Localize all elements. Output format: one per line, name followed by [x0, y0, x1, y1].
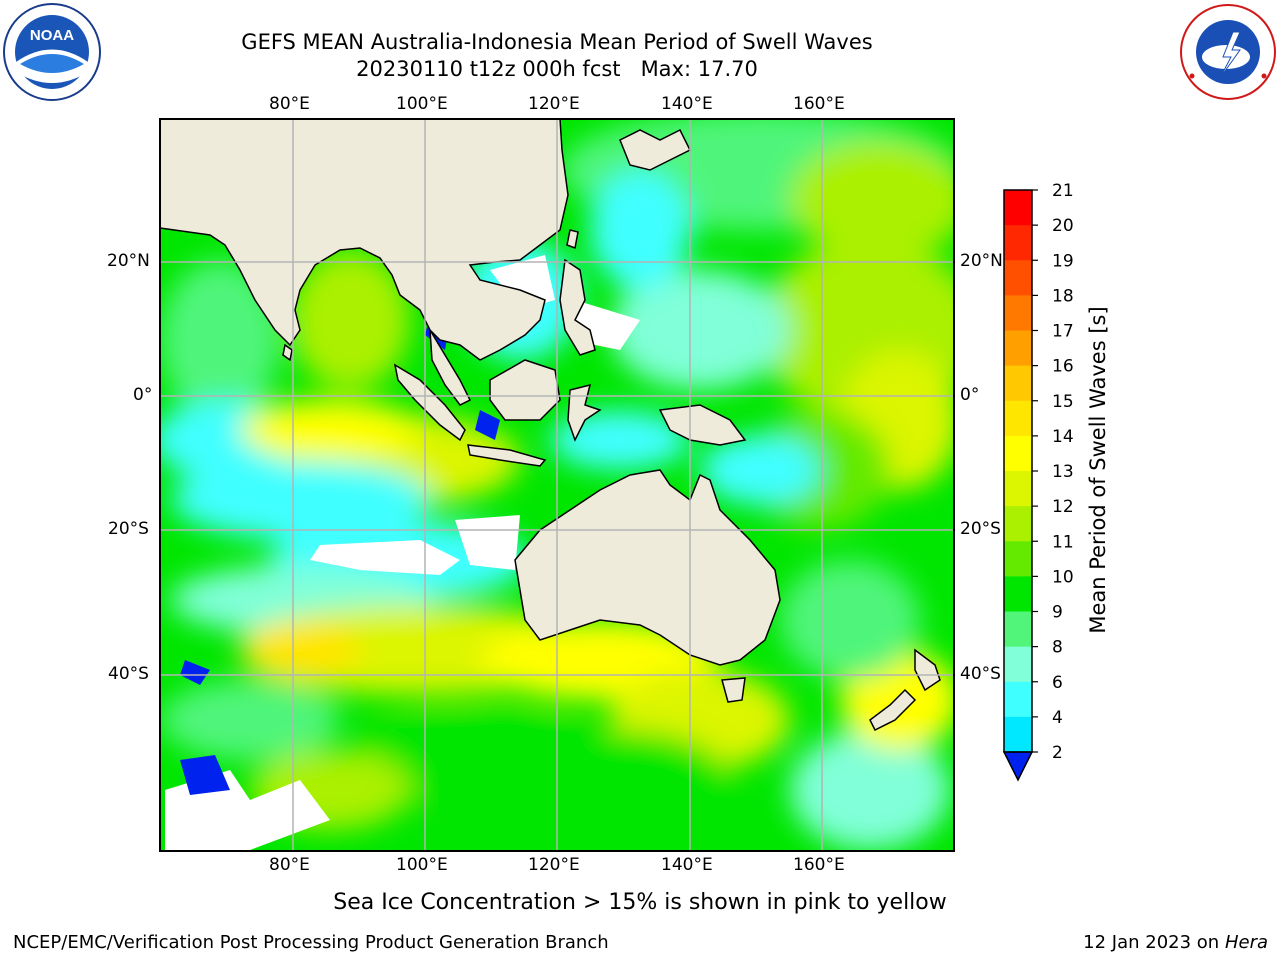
colorbar-segment: [1004, 541, 1032, 577]
colorbar-tick-label: 11: [1052, 532, 1074, 552]
colorbar-tick-label: 15: [1052, 392, 1074, 412]
lat-label-left-40s: 40°S: [108, 664, 149, 684]
land-masses: [160, 119, 941, 732]
colorbar-segment: [1004, 681, 1032, 718]
footer-host: Hera: [1224, 932, 1268, 953]
colorbar-segment: [1004, 190, 1032, 226]
colorbar-segment: [1004, 400, 1032, 437]
colorbar-tick-label: 21: [1052, 181, 1074, 201]
colorbar: 21 20 19 18 17 16 15 14 13 12 11 10 9 8 6 4 2: [1002, 181, 1074, 782]
lat-label-right-40s: 40°S: [960, 664, 1001, 684]
colorbar-tick-label: 2: [1052, 743, 1063, 763]
footer-date: 12 Jan 2023 on Hera: [1083, 932, 1268, 953]
graticule: [160, 119, 954, 851]
lon-label-bottom-140e: 140°E: [661, 855, 713, 875]
lon-label-bottom-120e: 120°E: [528, 855, 580, 875]
lon-label-bottom-160e: 160°E: [793, 855, 845, 875]
lat-label-left-20s: 20°S: [108, 519, 149, 539]
colorbar-tick-label: 16: [1052, 357, 1074, 377]
lon-label-top-140e: 140°E: [661, 94, 713, 114]
lat-label-left-0: 0°: [133, 385, 153, 405]
colorbar-segment: [1004, 611, 1032, 648]
lon-label-top-120e: 120°E: [528, 94, 580, 114]
noaa-logo-text: NOAA: [30, 27, 74, 44]
colorbar-segment: [1004, 646, 1032, 683]
footer-credit: NCEP/EMC/Verification Post Processing Pr…: [13, 932, 609, 953]
chart-subtitle: 20230110 t12z 000h fcst Max: 17.70: [356, 57, 758, 81]
colorbar-tick-label: 4: [1052, 708, 1063, 728]
chart-title: GEFS MEAN Australia-Indonesia Mean Perio…: [241, 30, 873, 54]
colorbar-segment: [1004, 295, 1032, 331]
colorbar-tick-label: 10: [1052, 567, 1074, 587]
lon-label-bottom-100e: 100°E: [396, 855, 448, 875]
lat-label-right-20s: 20°S: [960, 519, 1001, 539]
colorbar-segment: [1004, 576, 1032, 612]
lat-label-left-20n: 20°N: [107, 251, 150, 271]
footer-date-text: 12 Jan 2023 on: [1083, 932, 1225, 953]
colorbar-tick-label: 9: [1052, 603, 1063, 623]
colorbar-segment: [1004, 330, 1032, 367]
noaa-logo: NOAA: [2, 2, 102, 102]
colorbar-tick-label: 6: [1052, 673, 1063, 693]
colorbar-title: Mean Period of Swell Waves [s]: [1086, 306, 1110, 634]
colorbar-segment: [1004, 435, 1032, 472]
lat-label-right-0: 0°: [960, 385, 980, 405]
colorbar-segment: [1004, 260, 1032, 296]
colorbar-tick-label: 14: [1052, 427, 1074, 447]
colorbar-tick-label: 20: [1052, 216, 1074, 236]
lon-label-bottom-80e: 80°E: [269, 855, 310, 875]
colorbar-segment: [1004, 506, 1032, 542]
colorbar-under-triangle: [1002, 751, 1034, 782]
colorbar-tick-label: 13: [1052, 462, 1074, 482]
sea-ice-note: Sea Ice Concentration > 15% is shown in …: [333, 890, 947, 915]
colorbar-segment: [1004, 471, 1032, 507]
lat-label-right-20n: 20°N: [960, 251, 1003, 271]
colorbar-tick-label: 8: [1052, 638, 1063, 658]
lon-label-top-160e: 160°E: [793, 94, 845, 114]
lon-label-top-80e: 80°E: [269, 94, 310, 114]
colorbar-tick-label: 12: [1052, 497, 1074, 517]
swell-period-field: [160, 119, 954, 851]
colorbar-segment: [1004, 225, 1032, 261]
colorbar-tick-label: 18: [1052, 286, 1074, 306]
map-frame: [159, 118, 955, 852]
colorbar-segment: [1004, 365, 1032, 402]
colorbar-tick-label: 17: [1052, 322, 1074, 342]
colorbar-segment: [1004, 716, 1032, 753]
colorbar-tick-label: 19: [1052, 251, 1074, 271]
nws-logo: [1178, 2, 1278, 102]
lon-label-top-100e: 100°E: [396, 94, 448, 114]
